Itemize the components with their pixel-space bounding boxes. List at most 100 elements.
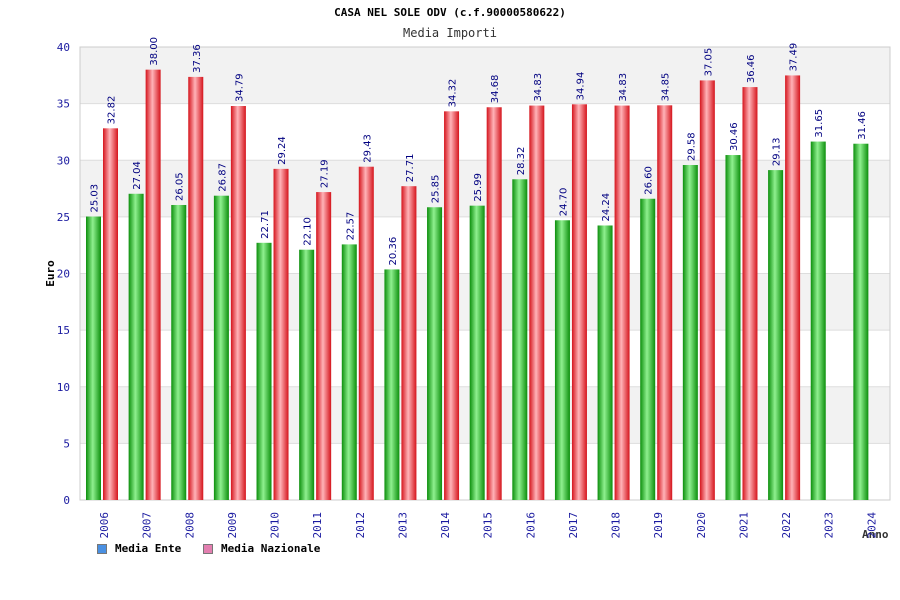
bar-value-label: 28.32: [516, 147, 527, 176]
legend-swatch-media-ente: [97, 543, 107, 554]
bar-value-label: 29.24: [277, 136, 288, 165]
x-tick-label: 2017: [567, 512, 580, 539]
bar-value-label: 34.68: [490, 75, 501, 104]
bar-media-ente: [384, 269, 400, 500]
bar-media-ente: [597, 225, 613, 500]
bar-media-ente: [640, 198, 656, 500]
bar-media-ente: [853, 143, 869, 500]
x-tick-label: 2008: [183, 512, 196, 539]
bar-value-label: 34.32: [448, 79, 459, 108]
y-tick-label: 5: [63, 437, 70, 450]
bar-media-ente: [341, 244, 357, 500]
y-tick-label: 40: [57, 41, 70, 54]
y-tick-label: 35: [57, 98, 70, 111]
bar-value-label: 26.87: [217, 163, 228, 192]
bar-value-label: 36.46: [746, 54, 757, 83]
bar-value-label: 22.71: [260, 210, 271, 239]
bar-value-label: 34.85: [661, 73, 672, 102]
y-tick-label: 15: [57, 324, 70, 337]
bar-media-nazionale: [145, 69, 161, 501]
x-tick-label: 2007: [141, 512, 154, 539]
bar-value-label: 29.43: [362, 134, 373, 163]
bar-value-label: 24.70: [558, 188, 569, 217]
bar-value-label: 29.58: [686, 132, 697, 161]
y-tick-label: 25: [57, 211, 70, 224]
bar-value-label: 27.04: [132, 161, 143, 190]
bar-value-label: 37.05: [703, 48, 714, 77]
bar-media-nazionale: [188, 76, 204, 500]
bar-media-ente: [682, 165, 698, 500]
y-tick-label: 10: [57, 381, 70, 394]
bar-value-label: 25.99: [473, 173, 484, 202]
bar-value-label: 27.71: [405, 154, 416, 183]
x-axis-label: Anno: [862, 528, 889, 541]
bar-media-ente: [512, 179, 528, 500]
y-axis-label: Euro: [44, 260, 57, 287]
x-tick-label: 2023: [823, 512, 836, 539]
bar-media-ente: [554, 220, 570, 500]
bar-value-label: 31.46: [857, 111, 868, 140]
bar-media-ente: [171, 204, 187, 500]
x-tick-label: 2013: [396, 512, 409, 539]
bar-media-ente: [427, 207, 443, 500]
bar-value-label: 34.83: [533, 73, 544, 102]
bar-media-nazionale: [273, 168, 289, 500]
x-tick-label: 2014: [439, 512, 452, 539]
bar-media-nazionale: [742, 87, 758, 500]
bar-value-label: 37.49: [789, 43, 800, 72]
legend-swatch-media-nazionale: [203, 543, 213, 554]
y-tick-label: 20: [57, 268, 70, 281]
bar-value-label: 25.85: [431, 175, 442, 204]
bar-value-label: 24.24: [601, 193, 612, 222]
bar-media-ente: [299, 249, 315, 500]
bar-media-nazionale: [316, 192, 332, 501]
bar-media-ente: [128, 193, 144, 500]
bar-value-label: 34.79: [234, 73, 245, 102]
x-tick-label: 2021: [737, 512, 750, 539]
bar-media-ente: [469, 205, 485, 500]
x-tick-label: 2011: [311, 512, 324, 539]
bar-media-nazionale: [358, 166, 374, 500]
bar-media-ente: [768, 170, 784, 500]
bar-media-ente: [86, 216, 101, 500]
x-tick-label: 2012: [354, 512, 367, 539]
bar-value-label: 27.19: [320, 159, 331, 188]
bar-value-label: 20.36: [388, 237, 399, 266]
bar-value-label: 31.65: [814, 109, 825, 138]
x-tick-label: 2010: [269, 512, 282, 539]
bar-media-nazionale: [230, 106, 246, 501]
bar-media-nazionale: [571, 104, 587, 500]
bar-media-ente: [810, 141, 826, 500]
bar-value-label: 37.36: [192, 44, 203, 73]
legend-label-media-ente: Media Ente: [115, 542, 182, 555]
bar-value-label: 22.10: [303, 217, 314, 246]
legend-label-media-nazionale: Media Nazionale: [221, 542, 321, 555]
bar-media-nazionale: [103, 128, 118, 500]
bar-value-label: 25.03: [90, 184, 101, 213]
x-tick-label: 2020: [695, 512, 708, 539]
chart-title: CASA NEL SOLE ODV (c.f.90000580622): [334, 6, 566, 19]
plot-frame: [79, 46, 891, 501]
x-tick-label: 2024: [865, 512, 878, 539]
bar-media-nazionale: [444, 111, 460, 501]
bar-value-label: 26.05: [175, 172, 186, 201]
bar-media-nazionale: [401, 186, 417, 500]
bar-media-nazionale: [614, 105, 630, 501]
legend-item-media-ente: Media Ente: [97, 542, 181, 555]
bar-media-ente: [213, 195, 229, 500]
bar-value-label: 34.94: [575, 72, 586, 101]
bar-media-ente: [256, 242, 272, 500]
bar-media-nazionale: [699, 80, 715, 500]
x-tick-label: 2019: [652, 512, 665, 539]
bar-media-nazionale: [657, 105, 673, 500]
x-tick-label: 2022: [780, 512, 793, 539]
bar-value-label: 22.57: [345, 212, 356, 241]
x-tick-label: 2006: [98, 512, 111, 539]
x-tick-label: 2018: [610, 512, 623, 539]
bar-media-nazionale: [785, 75, 801, 500]
bar-media-nazionale: [529, 105, 545, 501]
bar-media-nazionale: [486, 107, 502, 501]
bar-value-label: 38.00: [149, 37, 160, 66]
bar-value-label: 26.60: [644, 166, 655, 195]
